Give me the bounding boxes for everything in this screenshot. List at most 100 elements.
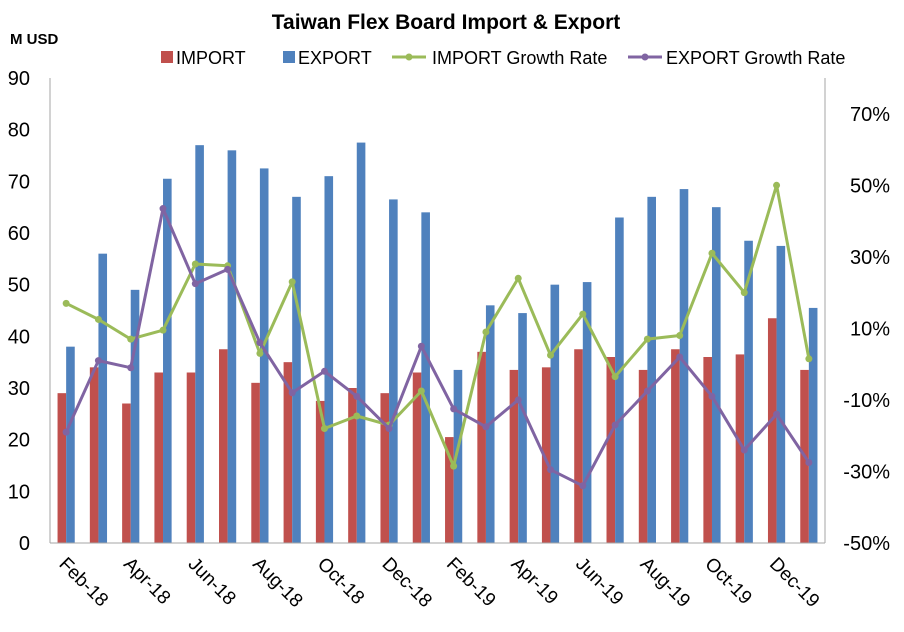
x-tick-label: Apr-19: [507, 554, 562, 609]
bar-export: [647, 196, 656, 544]
marker-export-growth-rate: [450, 405, 458, 413]
bar-import: [348, 388, 357, 543]
legend-label-export: EXPORT: [298, 48, 372, 68]
bar-export: [453, 369, 463, 543]
y2-tick-label: 30%: [850, 247, 890, 269]
x-tick-label: Jun-19: [571, 554, 627, 610]
bar-import: [445, 437, 454, 543]
legend-label-import-growth-rate: IMPORT Growth Rate: [432, 48, 607, 68]
x-tick-label: Feb-19: [442, 554, 499, 611]
bar-import: [89, 367, 99, 543]
bar-import: [541, 367, 551, 543]
legend-item-import: IMPORT: [161, 48, 246, 68]
marker-export-growth-rate: [417, 342, 425, 350]
legend: IMPORT EXPORT IMPORT Growth Rate EXPORT …: [161, 48, 845, 68]
y-tick-label: 60: [8, 223, 30, 245]
bar-export: [518, 313, 527, 543]
marker-import-growth-rate: [94, 315, 102, 323]
marker-import-growth-rate: [773, 181, 781, 189]
bar-import: [412, 372, 422, 543]
marker-export-growth-rate: [191, 280, 199, 288]
y2-tick-label: -10%: [843, 390, 890, 412]
y-tick-label: 40: [8, 326, 30, 348]
marker-export-growth-rate: [320, 367, 328, 375]
bar-export: [550, 284, 560, 543]
bar-import: [283, 362, 293, 543]
bar-export: [324, 176, 334, 543]
marker-import-growth-rate: [708, 249, 716, 257]
bar-import: [509, 369, 519, 543]
marker-import-growth-rate: [417, 387, 425, 395]
marker-import-growth-rate: [62, 299, 70, 307]
bar-export: [227, 150, 237, 544]
bar-import: [315, 400, 325, 543]
marker-import-growth-rate: [353, 412, 361, 420]
x-tick-label: Dec-18: [378, 554, 436, 612]
bar-export: [389, 199, 398, 543]
bar-import: [703, 357, 712, 543]
marker-import-growth-rate: [159, 326, 167, 334]
marker-export-growth-rate: [547, 466, 555, 474]
bar-export: [259, 168, 269, 543]
legend-marker-export-growth-rate: [641, 53, 649, 61]
legend-item-export-growth-rate: EXPORT Growth Rate: [628, 48, 845, 68]
bar-import: [57, 393, 67, 543]
marker-export-growth-rate: [288, 389, 296, 397]
bar-import: [767, 318, 777, 543]
marker-import-growth-rate: [288, 278, 296, 286]
bar-export: [421, 212, 430, 544]
x-tick-label: Apr-18: [119, 554, 174, 609]
marker-export-growth-rate: [224, 265, 232, 273]
line-export-growth-rate: [64, 207, 811, 488]
x-tick-label: Oct-19: [700, 554, 755, 609]
bar-import: [671, 349, 680, 543]
marker-export-growth-rate: [514, 396, 522, 404]
y-tick-label: 50: [8, 275, 30, 297]
x-tick-label: Aug-19: [636, 554, 694, 612]
bar-export: [711, 207, 721, 543]
marker-import-growth-rate: [547, 351, 555, 359]
bar-import: [606, 357, 616, 543]
chart-title: Taiwan Flex Board Import & Export: [272, 11, 621, 34]
bar-import: [380, 393, 390, 543]
line-import-growth-rate: [65, 183, 811, 468]
bar-export: [292, 196, 301, 544]
x-tick-label: Aug-18: [248, 554, 306, 612]
x-tick-label: Feb-18: [55, 554, 112, 611]
marker-import-growth-rate: [579, 310, 587, 318]
marker-export-growth-rate: [611, 421, 619, 429]
marker-export-growth-rate: [708, 392, 716, 400]
bar-import: [122, 403, 131, 543]
marker-import-growth-rate: [127, 335, 135, 343]
y-tick-label: 30: [8, 378, 30, 400]
marker-export-growth-rate: [740, 446, 748, 454]
legend-label-import: IMPORT: [176, 48, 246, 68]
bar-import: [477, 351, 486, 543]
marker-import-growth-rate: [805, 355, 813, 363]
marker-export-growth-rate: [353, 392, 361, 400]
bar-export: [615, 217, 624, 543]
y-tick-label: 20: [8, 430, 30, 452]
marker-export-growth-rate: [805, 459, 813, 467]
bar-export: [163, 178, 172, 543]
axes: [49, 78, 826, 544]
marker-import-growth-rate: [191, 260, 199, 268]
y2-tick-label: 50%: [850, 175, 890, 197]
bar-export: [679, 189, 689, 544]
marker-import-growth-rate: [514, 274, 522, 282]
marker-export-growth-rate: [385, 425, 393, 433]
marker-export-growth-rate: [579, 482, 587, 490]
legend-item-export: EXPORT: [283, 48, 372, 68]
marker-import-growth-rate: [643, 335, 651, 343]
y2-tick-label: 10%: [850, 318, 890, 340]
line-layer: [62, 181, 813, 490]
y-tick-label: 80: [8, 120, 30, 142]
y2-tick-label: -30%: [843, 461, 890, 483]
marker-import-growth-rate: [676, 332, 684, 340]
bar-export: [66, 346, 75, 543]
legend-item-import-growth-rate: IMPORT Growth Rate: [392, 48, 607, 68]
bar-import: [735, 354, 745, 543]
marker-import-growth-rate: [482, 328, 490, 336]
y-tick-label: 10: [8, 481, 30, 503]
